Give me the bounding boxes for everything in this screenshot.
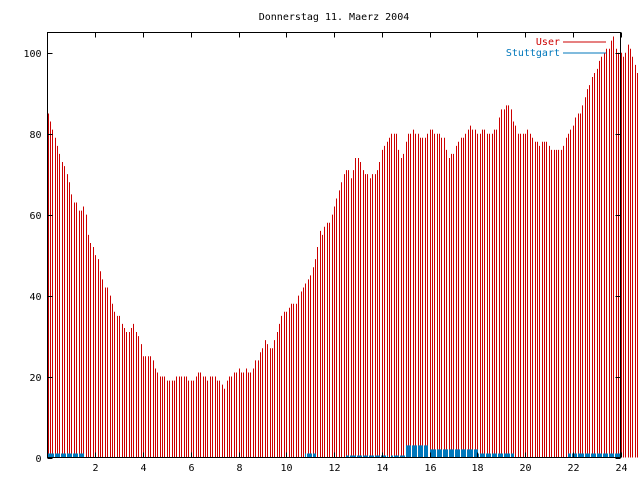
stuttgart-series-bars [48,445,622,458]
x-tick-label: 4 [140,463,146,474]
x-tick-label: 2 [92,463,98,474]
x-tick-label: 10 [280,463,292,474]
x-axis: 2 4 6 8 10 12 14 16 18 20 22 24 [92,32,628,474]
x-tick-label: 18 [471,463,483,474]
y-axis: 0 20 40 60 80 100 [23,49,621,465]
y-tick-label: 0 [35,454,41,465]
x-tick-label: 20 [519,463,531,474]
legend-label-user: User [536,37,560,48]
chart-title: Donnerstag 11. Maerz 2004 [259,12,410,23]
x-tick-label: 12 [328,463,340,474]
x-tick-label: 16 [424,463,436,474]
y-tick-label: 60 [29,211,41,222]
y-tick-label: 100 [23,49,41,60]
x-tick-label: 8 [236,463,242,474]
y-tick-label: 20 [29,373,41,384]
x-tick-label: 22 [567,463,579,474]
legend-label-stuttgart: Stuttgart [506,48,560,59]
legend: User Stuttgart [506,37,606,59]
x-tick-label: 14 [376,463,388,474]
y-tick-label: 80 [29,130,41,141]
user-series-bars [48,36,638,458]
x-tick-label: 24 [615,463,627,474]
x-tick-label: 6 [188,463,194,474]
y-tick-label: 40 [29,292,41,303]
